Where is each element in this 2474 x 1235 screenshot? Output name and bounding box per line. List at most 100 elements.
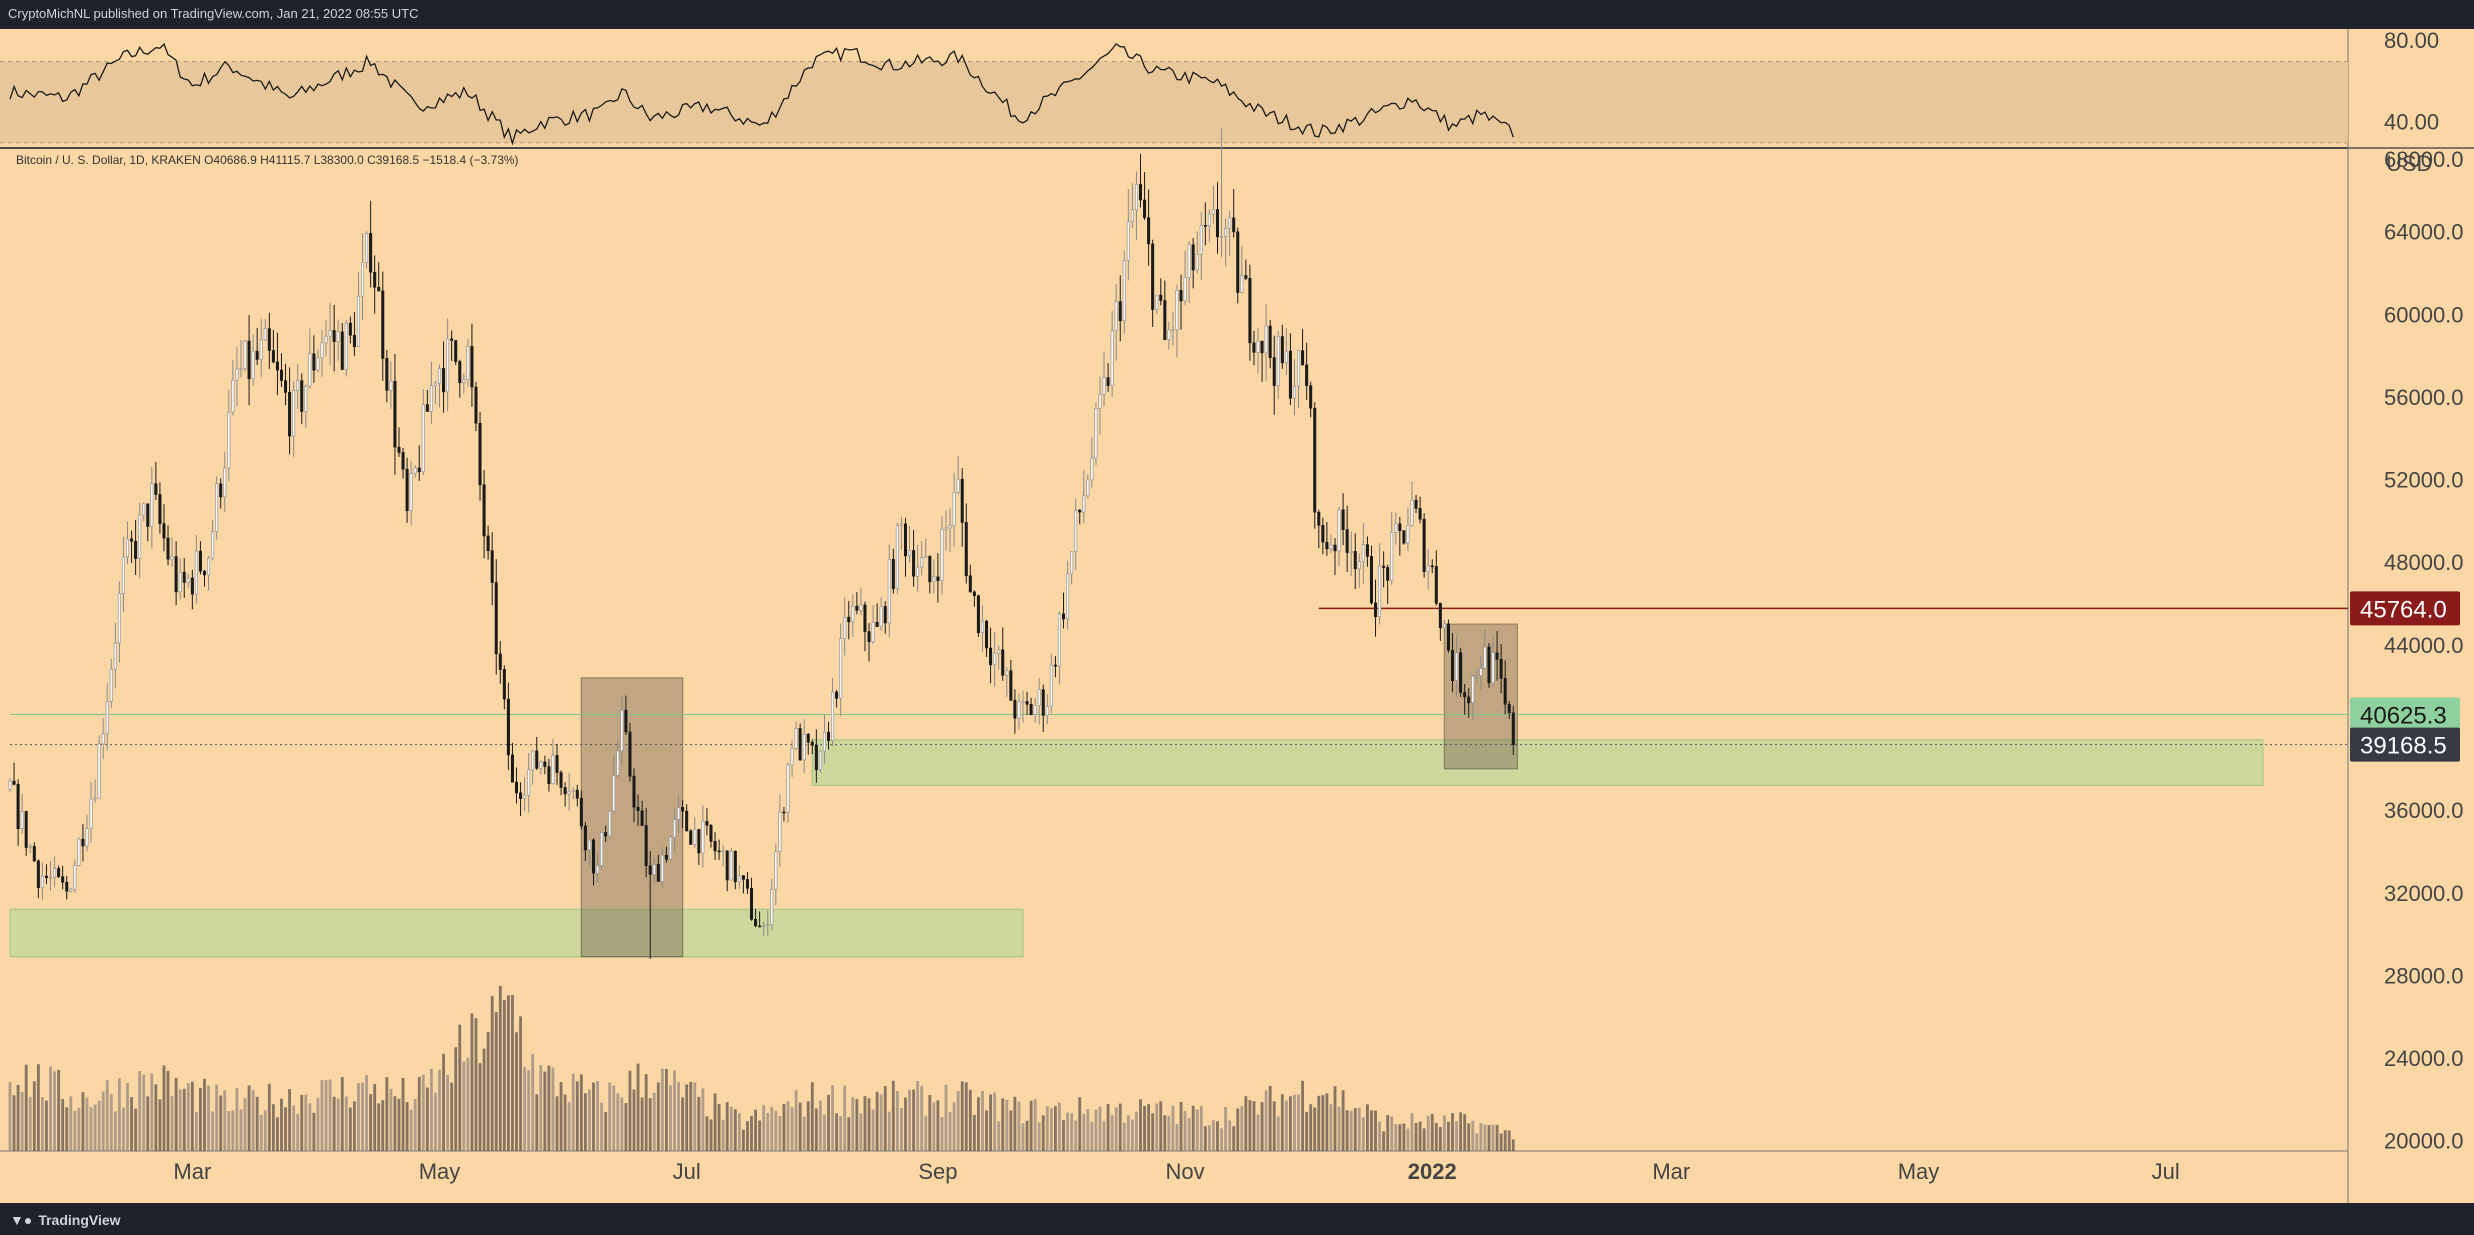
volume-bar [871,1109,875,1151]
candle-body [555,755,559,773]
candle-body [389,380,393,391]
candle-body [1224,228,1228,237]
volume-bar [1110,1115,1114,1151]
candle-body [1378,565,1382,618]
candle-body [255,350,259,360]
volume-bar [126,1083,129,1151]
volume-bar [32,1081,36,1151]
support-zone [9,908,1024,958]
candle-body [632,775,636,808]
candle-body [194,550,198,595]
volume-bar [1361,1117,1365,1151]
candle-body [433,382,437,386]
volume-bar [977,1097,980,1151]
candle-body [1009,670,1013,701]
candle-body [1134,184,1138,211]
volume-bar [401,1077,405,1151]
volume-bar [827,1094,830,1151]
candle-body [190,577,194,595]
candle-body [790,748,794,766]
volume-bar [385,1077,389,1151]
candle-body [980,620,984,633]
candle-body [948,525,952,529]
volume-bar [940,1116,944,1151]
volume-bar [243,1098,247,1151]
candle-body [778,811,782,853]
volume-bar [182,1088,186,1151]
volume-bar [802,1116,806,1151]
volume-bar [964,1082,968,1151]
candle-body [332,330,336,342]
volume-bar [263,1110,267,1151]
candle-body [510,754,514,783]
candle-body [782,811,786,814]
volume-bar [284,1107,287,1151]
volume-bar [843,1085,847,1151]
volume-bar [1276,1116,1280,1151]
candle-body [1021,701,1025,703]
volume-bar [61,1099,65,1151]
candle-body [920,557,924,568]
candle-body [693,829,697,845]
candle-body [745,879,749,889]
candle-body [417,467,421,473]
candle-body [1037,689,1041,706]
candle-body [377,286,381,292]
volume-bar [733,1109,737,1151]
tradingview-logo[interactable]: ▼● TradingView [10,1212,121,1228]
volume-bar [381,1100,385,1151]
volume-bar [1203,1126,1207,1151]
candle-body [1288,350,1292,399]
candle-body [567,790,571,795]
candle-body [1025,701,1029,705]
volume-bar [725,1102,729,1151]
volume-bar [936,1100,940,1151]
volume-bar [1066,1112,1069,1151]
volume-bar [1459,1112,1463,1151]
candle-body [1106,377,1110,386]
candle-body [527,769,531,796]
candle-body [571,789,575,792]
candle-body [239,368,243,370]
volume-bar [1418,1121,1422,1151]
candle-body [158,494,162,524]
volume-bar [1438,1126,1442,1151]
candle-body [1280,336,1284,364]
volume-bar [353,1101,356,1151]
volume-bar [1159,1101,1163,1151]
candle-body [450,338,454,341]
candle-body [340,331,344,370]
support-price-label: 40625.3 [2360,703,2447,730]
candle-body [361,262,365,297]
volume-bar [948,1112,952,1151]
volume-bar [875,1091,879,1151]
chart-canvas[interactable]: 80.00 40.00 68000.0 64000.0 60000.0 56000.0 52… [0,27,2474,1203]
volume-bar [357,1083,360,1151]
time-tick-label: May [1898,1159,1940,1184]
candle-body [1074,509,1078,552]
candle-body [97,743,101,799]
resistance-price-label-bg [2350,591,2460,626]
candle-body [859,604,863,611]
volume-bar [798,1102,802,1151]
volume-bar [1248,1100,1252,1151]
candle-body [486,535,490,552]
volume-bar [97,1100,101,1151]
volume-bar [1353,1108,1357,1151]
volume-bar [199,1087,202,1151]
volume-bar [1143,1106,1146,1151]
candle-body [24,811,28,848]
volume-bar [348,1107,352,1151]
currency-label: USD [2386,151,2432,176]
candle-body [664,855,668,860]
candle-body [336,331,340,342]
volume-bar [523,1066,527,1151]
candle-body [275,361,279,371]
volume-bar [592,1082,595,1151]
volume-bar [555,1096,559,1151]
candle-body [1167,329,1171,340]
candle-body [1406,525,1410,544]
candle-body [624,709,628,733]
candle-body [924,556,928,559]
volume-bar [166,1070,170,1151]
